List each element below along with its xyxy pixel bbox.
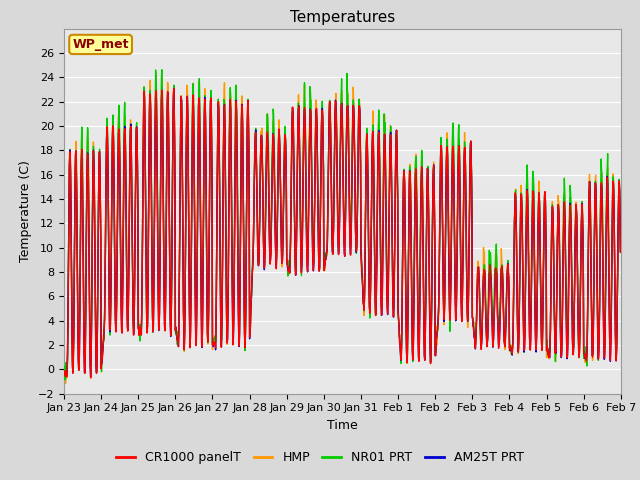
Title: Temperatures: Temperatures	[290, 10, 395, 25]
Text: WP_met: WP_met	[72, 38, 129, 51]
Legend: CR1000 panelT, HMP, NR01 PRT, AM25T PRT: CR1000 panelT, HMP, NR01 PRT, AM25T PRT	[111, 446, 529, 469]
Y-axis label: Temperature (C): Temperature (C)	[19, 160, 32, 262]
X-axis label: Time: Time	[327, 419, 358, 432]
